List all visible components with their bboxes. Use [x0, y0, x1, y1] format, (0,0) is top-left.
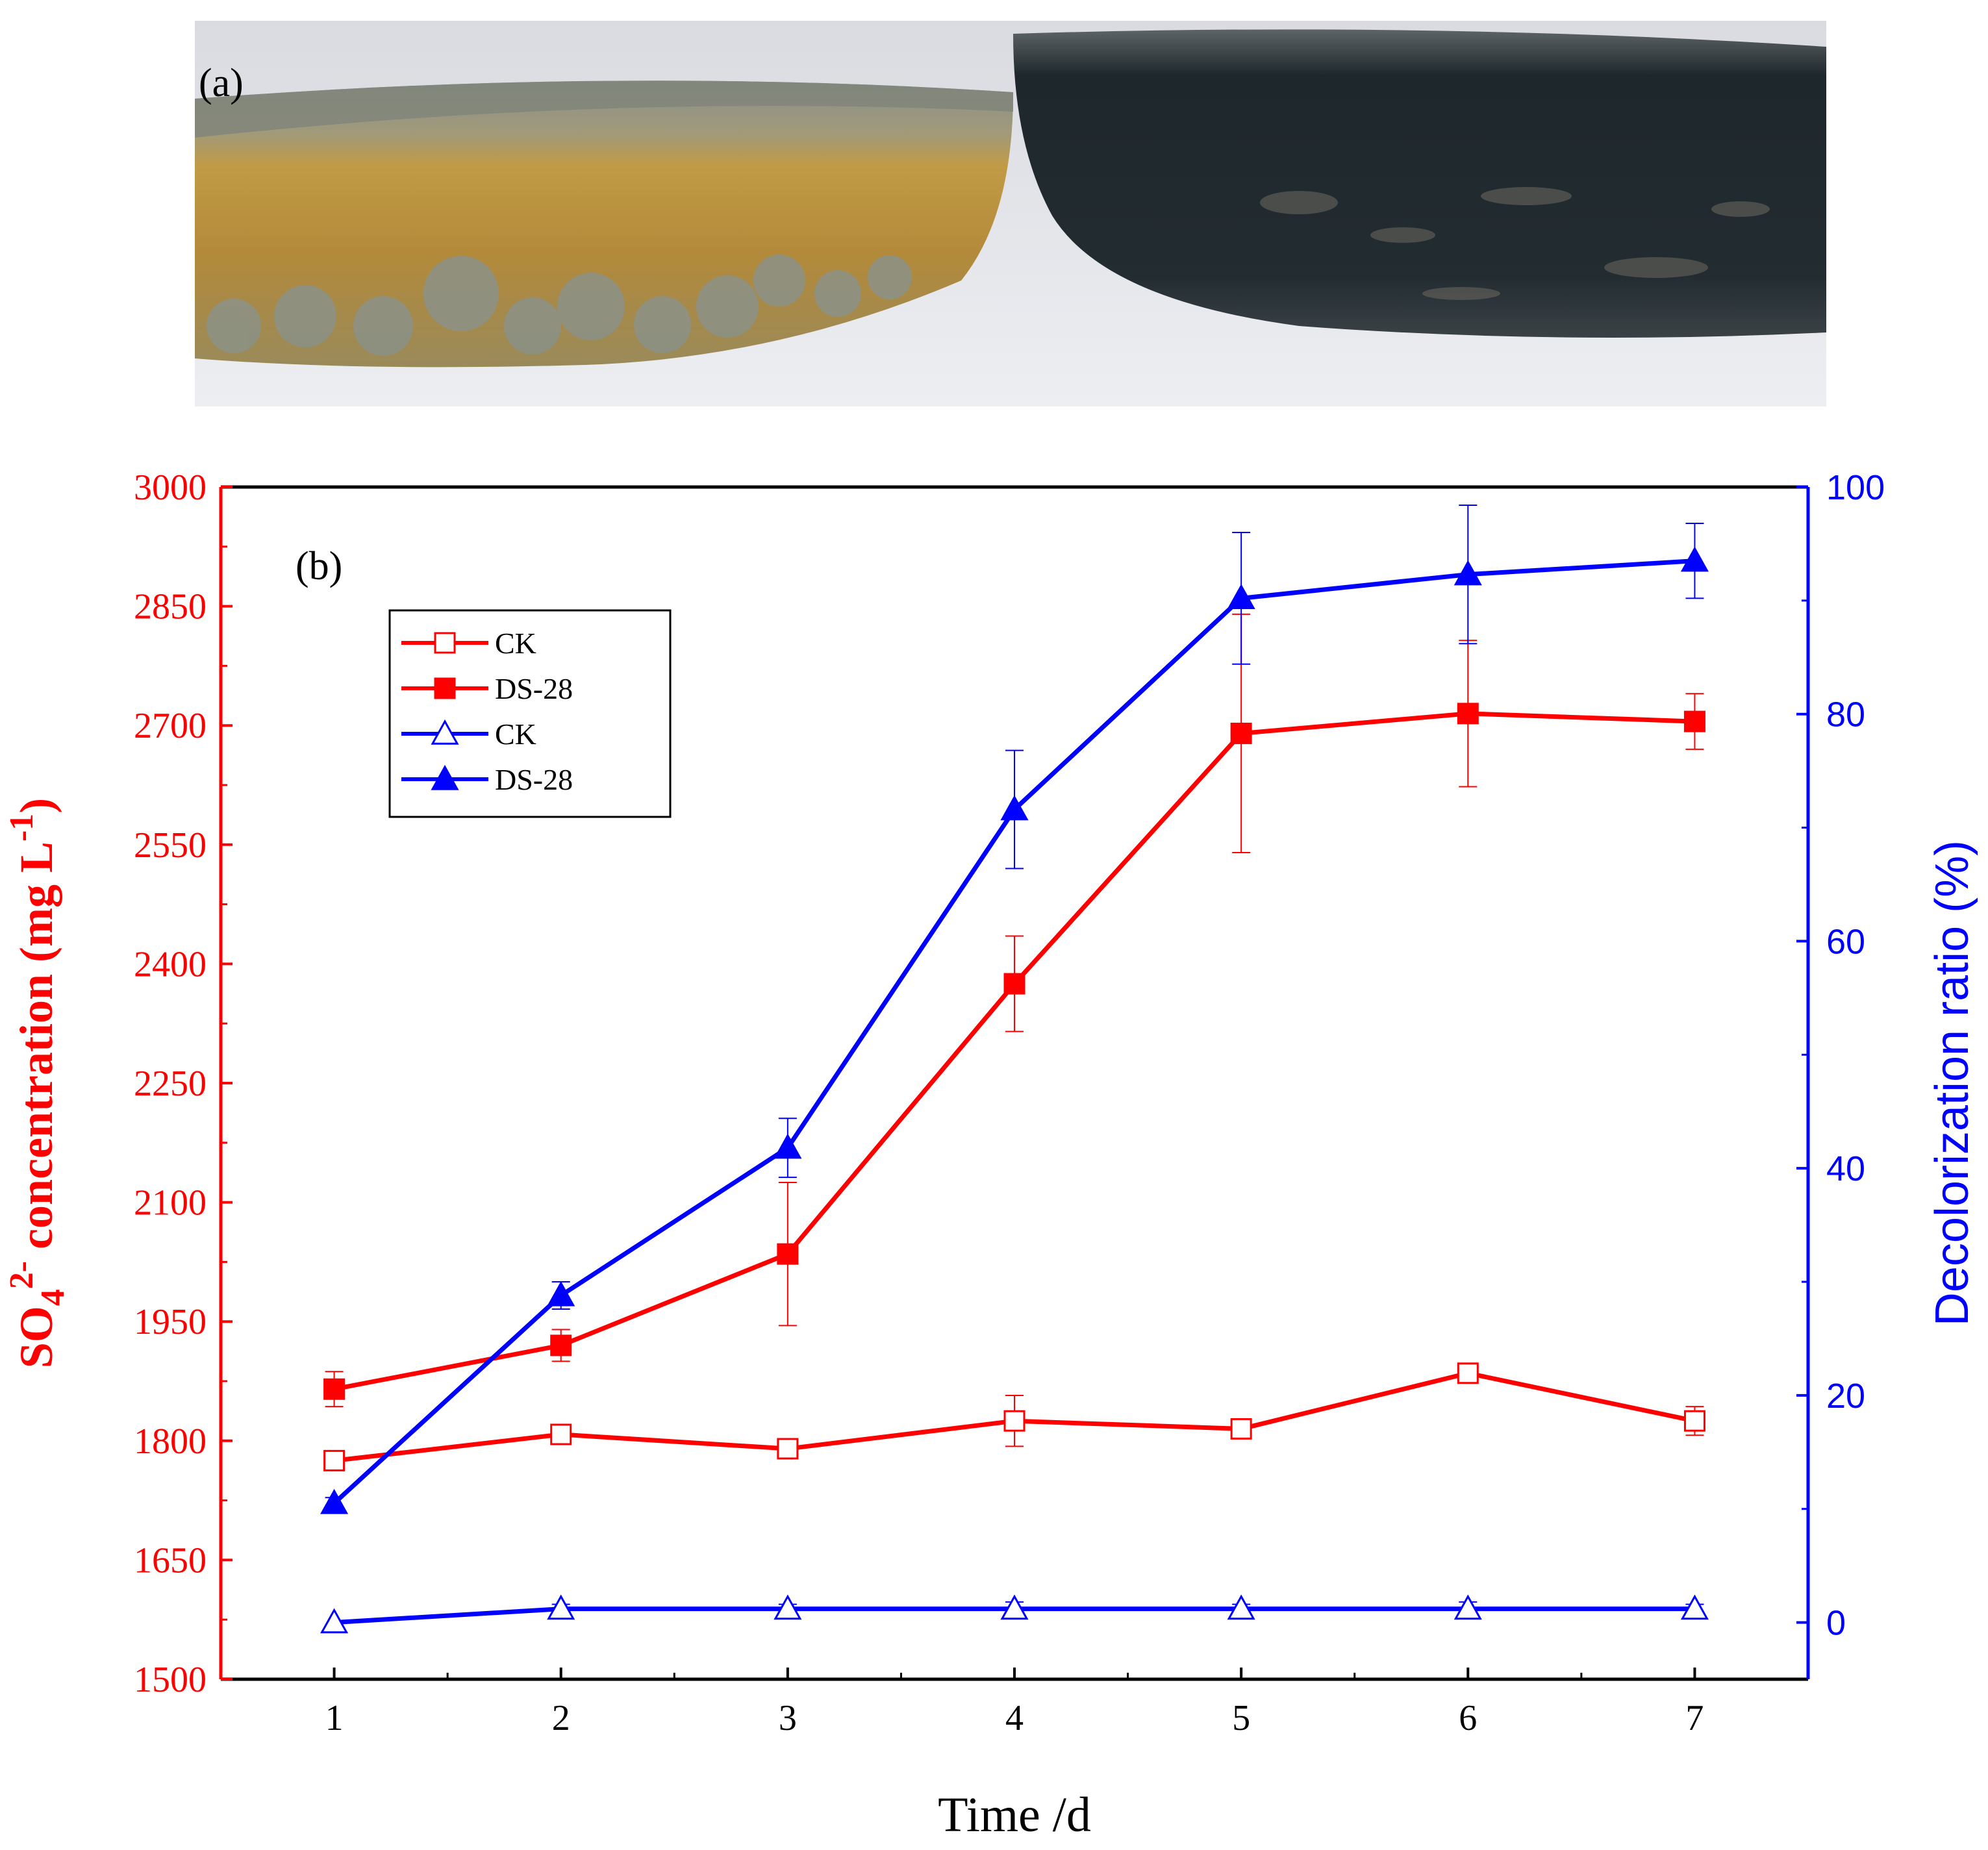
legend: CK DS-28 CK DS-28: [388, 609, 672, 818]
marker-point: [320, 1608, 349, 1634]
x-tick-label: 1: [325, 1698, 344, 1738]
legend-label: DS-28: [495, 672, 573, 705]
legend-label: DS-28: [495, 763, 573, 796]
marker-point: [1680, 546, 1709, 572]
y-tick-left-label: 2400: [134, 944, 207, 984]
marker-point: [1683, 710, 1705, 732]
series-ds-28-right: [320, 504, 1709, 1514]
y-tick-left-label: 2250: [134, 1064, 207, 1104]
x-tick-label: 4: [1005, 1698, 1024, 1738]
marker-legend: [434, 677, 456, 699]
legend-entry: CK: [401, 627, 536, 660]
marker-point: [1457, 703, 1479, 725]
x-tick-label: 3: [779, 1698, 797, 1738]
y-ticks-left: 1500 1650 1800 1950 2100 2250 2400 2550 2700 2850…: [134, 468, 233, 1700]
y-tick-left-label: 3000: [134, 468, 207, 508]
y-tick-left-label: 1950: [134, 1302, 207, 1342]
y-label-left-prefix: SO: [10, 1306, 62, 1368]
marker-point: [323, 1378, 346, 1400]
marker-point: [550, 1423, 572, 1445]
marker-point: [547, 1281, 575, 1306]
marker-legend: [431, 764, 459, 790]
marker-point: [323, 1449, 346, 1471]
marker-point: [1003, 1410, 1025, 1432]
panel-b-label: (b): [296, 544, 342, 588]
y-label-left-sup2: -1: [3, 814, 40, 842]
marker-point: [777, 1243, 799, 1265]
series-ck-right: [320, 1594, 1709, 1634]
panel-a-label: (a): [199, 61, 244, 105]
x-tick-label: 7: [1685, 1698, 1704, 1738]
y-label-left-sup: 2-: [3, 1261, 40, 1289]
marker-legend: [431, 719, 459, 745]
marker-point: [1000, 1594, 1029, 1620]
marker-point: [777, 1438, 799, 1460]
y-tick-left-label: 1650: [134, 1540, 207, 1581]
x-tick-label: 6: [1459, 1698, 1477, 1738]
series-ds-28-left: [323, 613, 1705, 1408]
legend-entry: CK: [401, 718, 536, 751]
y-axis-left-label: SO42- concentration (mg L-1): [3, 798, 71, 1369]
y-tick-right-label: 60: [1826, 922, 1865, 961]
y-tick-left-label: 2700: [134, 706, 207, 746]
marker-point: [774, 1133, 802, 1159]
marker-point: [1227, 1594, 1255, 1620]
y-axis-right-label: Decolorization ratio (%): [1926, 840, 1978, 1326]
marker-point: [774, 1594, 802, 1620]
y-tick-left-label: 2850: [134, 587, 207, 627]
y-label-left-middle: concentration (mg L: [10, 842, 62, 1261]
x-axis-label: Time /d: [938, 1788, 1091, 1842]
marker-point: [320, 1488, 349, 1514]
legend-entry: DS-28: [401, 763, 573, 796]
x-tick-label: 2: [552, 1698, 570, 1738]
y-tick-left-label: 2550: [134, 825, 207, 866]
y-tick-right-label: 40: [1826, 1149, 1865, 1188]
y-tick-right-label: 0: [1826, 1604, 1846, 1643]
x-ticks: 1 2 3 4 5 6 7: [325, 1668, 1704, 1738]
marker-point: [1453, 560, 1482, 586]
y-tick-left-label: 1500: [134, 1660, 207, 1700]
marker-point: [547, 1594, 575, 1620]
y-ticks-right: 0 20 40 60 80 100: [1796, 468, 1885, 1643]
marker-point: [1680, 1594, 1709, 1620]
marker-legend: [434, 632, 456, 654]
petri-dish-photo: (a): [195, 21, 1826, 406]
marker-point: [1003, 973, 1025, 995]
y-tick-right-label: 80: [1826, 695, 1865, 734]
y-tick-left-label: 1800: [134, 1421, 207, 1462]
marker-point: [1230, 722, 1252, 744]
legend-label: CK: [495, 627, 536, 660]
marker-point: [550, 1334, 572, 1356]
y-label-left-sub: 4: [34, 1289, 71, 1306]
marker-point: [1683, 1410, 1705, 1432]
marker-point: [1457, 1362, 1479, 1384]
y-label-left-suffix: ): [10, 798, 62, 814]
legend-label: CK: [495, 718, 536, 751]
series-ck-left: [323, 1362, 1705, 1471]
x-tick-label: 5: [1232, 1698, 1250, 1738]
y-tick-left-label: 2100: [134, 1183, 207, 1223]
y-tick-right-label: 20: [1826, 1377, 1865, 1416]
marker-point: [1227, 584, 1255, 610]
marker-point: [1453, 1594, 1482, 1620]
y-tick-right-label: 100: [1826, 468, 1885, 507]
legend-entry: DS-28: [401, 672, 573, 705]
marker-point: [1230, 1418, 1252, 1440]
marker-point: [1000, 795, 1029, 821]
series-layer: [320, 504, 1709, 1634]
